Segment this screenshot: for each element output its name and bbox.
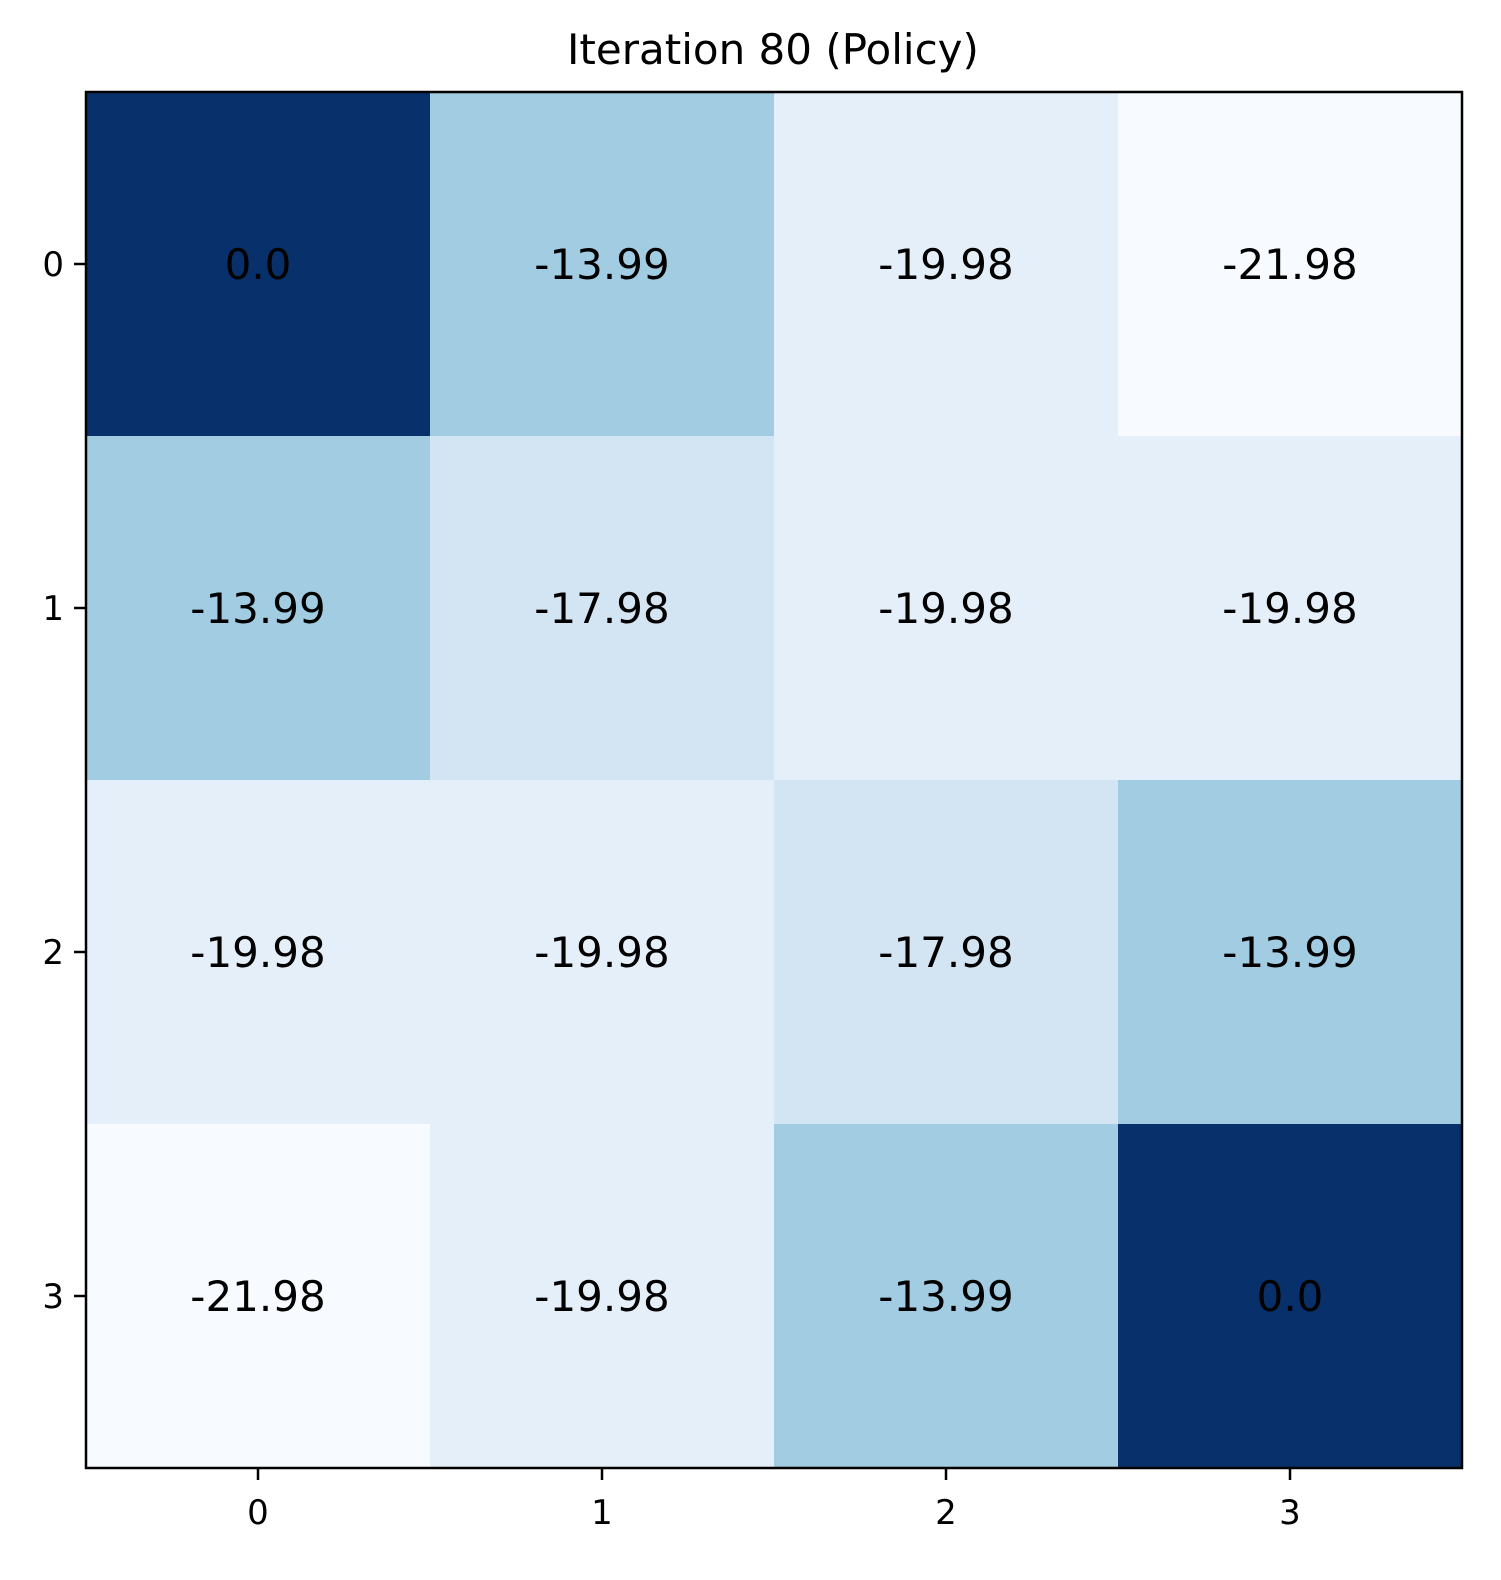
cell-value-label-2-0: -19.98 <box>190 928 325 977</box>
cell-value-label-3-2: -13.99 <box>878 1272 1013 1321</box>
heatmap-cell-1-2 <box>774 436 1119 781</box>
chart-title: Iteration 80 (Policy) <box>567 25 979 74</box>
heatmap-cell-labels: 0.0 -13.99 -19.98 -21.98 -13.99 -17.98 -19.98 -… <box>190 240 1357 1321</box>
heatmap-cell-3-2 <box>774 1124 1119 1469</box>
cell-value-label-1-0: -13.99 <box>190 584 325 633</box>
cell-value-label-0-3: -21.98 <box>1222 240 1357 289</box>
cell-value-label-2-2: -17.98 <box>878 928 1013 977</box>
heatmap-cell-3-1 <box>430 1124 775 1469</box>
cell-value-label-1-3: -19.98 <box>1222 584 1357 633</box>
cell-value-label-2-1: -19.98 <box>534 928 669 977</box>
heatmap-cell-1-1 <box>430 436 775 781</box>
cell-value-label-1-1: -17.98 <box>534 584 669 633</box>
heatmap-cell-3-3 <box>1118 1124 1463 1469</box>
y-tick-label-2: 2 <box>42 933 64 973</box>
heatmap-cell-2-2 <box>774 780 1119 1125</box>
cell-value-label-3-0: -21.98 <box>190 1272 325 1321</box>
heatmap-cell-0-2 <box>774 92 1119 437</box>
y-tick-label-1: 1 <box>42 589 64 629</box>
y-tick-label-0: 0 <box>42 245 64 285</box>
y-axis: 0 1 2 3 <box>42 245 86 1317</box>
heatmap-cell-1-3 <box>1118 436 1463 781</box>
x-tick-label-2: 2 <box>935 1493 957 1533</box>
heatmap-cell-2-1 <box>430 780 775 1125</box>
cell-value-label-0-0: 0.0 <box>225 240 292 289</box>
heatmap-cell-2-3 <box>1118 780 1463 1125</box>
cell-value-label-1-2: -19.98 <box>878 584 1013 633</box>
heatmap-cell-0-0 <box>86 92 431 437</box>
cell-value-label-3-1: -19.98 <box>534 1272 669 1321</box>
cell-value-label-0-2: -19.98 <box>878 240 1013 289</box>
x-tick-label-0: 0 <box>247 1493 269 1533</box>
heatmap-cell-0-3 <box>1118 92 1463 437</box>
heatmap-cell-1-0 <box>86 436 431 781</box>
plot-frame <box>84 90 1464 1470</box>
heatmap-cells <box>86 92 1463 1469</box>
cell-value-label-3-3: 0.0 <box>1257 1272 1324 1321</box>
x-tick-label-1: 1 <box>591 1493 613 1533</box>
cell-value-label-2-3: -13.99 <box>1222 928 1357 977</box>
heatmap-cell-3-0 <box>86 1124 431 1469</box>
x-axis: 0 1 2 3 <box>247 1468 1301 1533</box>
heatmap-cell-0-1 <box>430 92 775 437</box>
x-tick-label-3: 3 <box>1279 1493 1301 1533</box>
heatmap-cell-2-0 <box>86 780 431 1125</box>
y-tick-label-3: 3 <box>42 1277 64 1317</box>
cell-value-label-0-1: -13.99 <box>534 240 669 289</box>
